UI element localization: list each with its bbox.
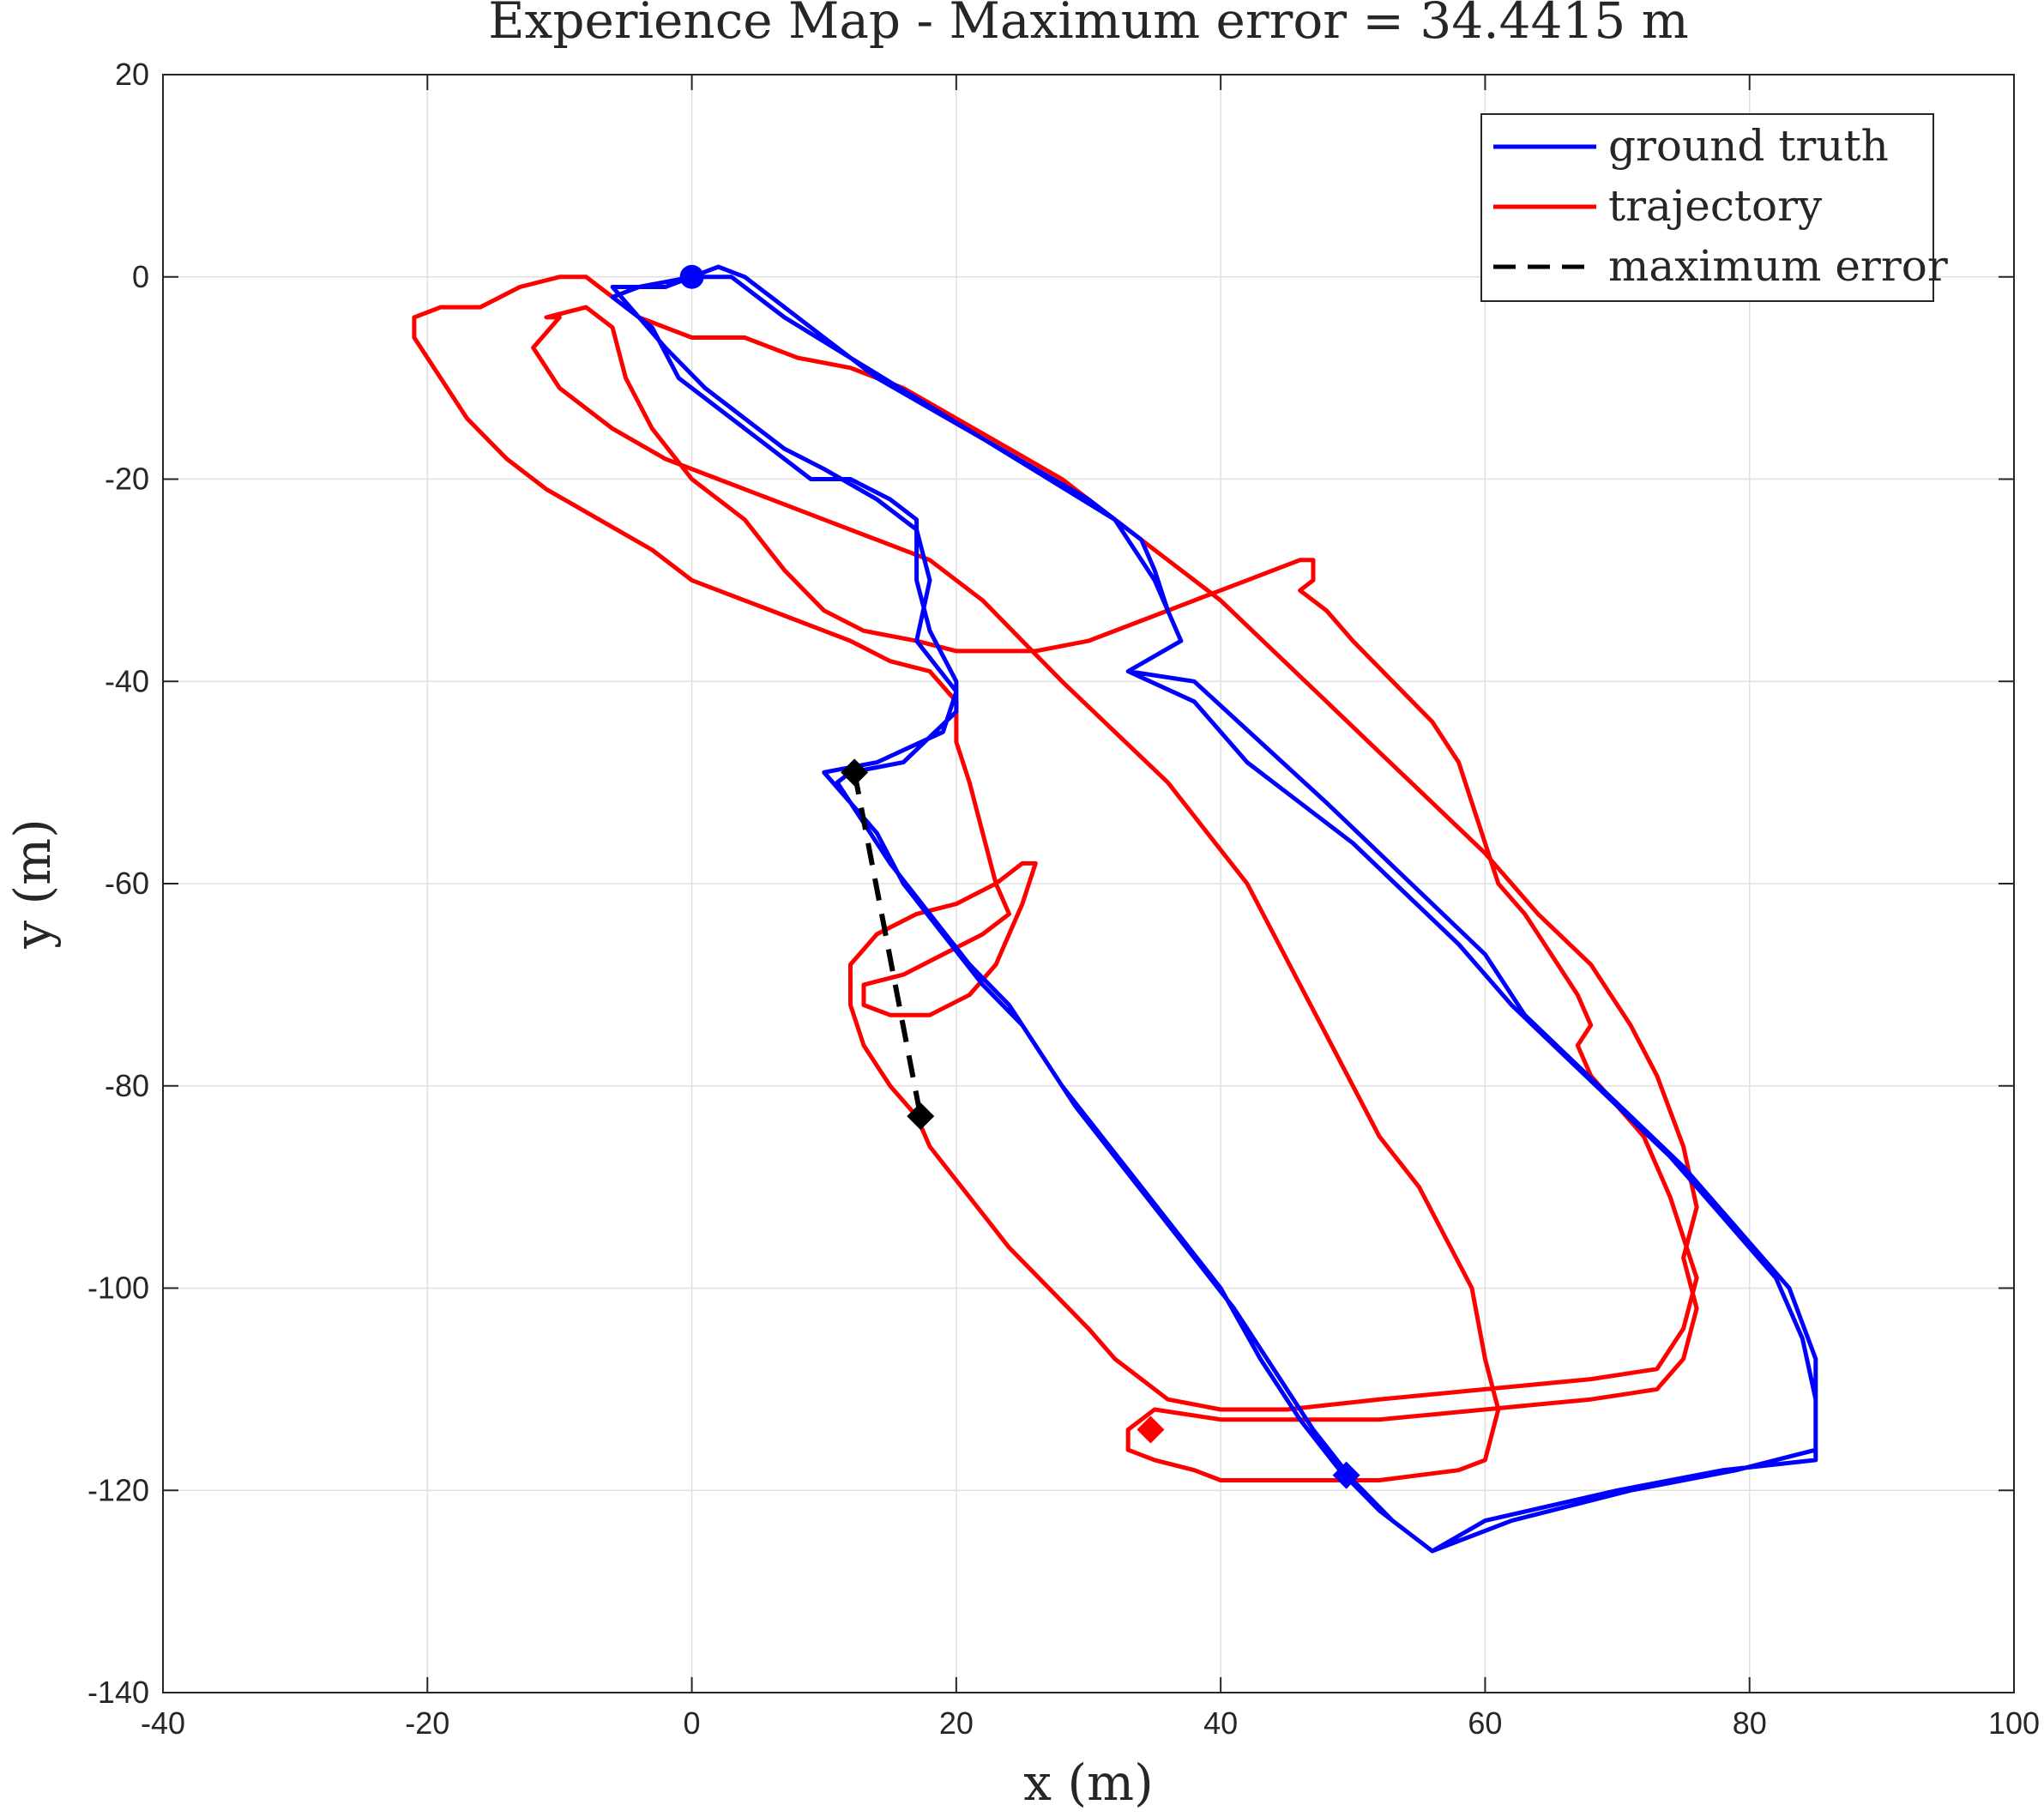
series-line-trajectory	[412, 275, 1699, 1482]
y-tick-label: -20	[105, 462, 149, 497]
y-tick-label: 0	[132, 259, 149, 294]
tick-layer: -40 -20 0 20 40 60 80 100 20 0 -20 -40 -60 -80 -100 -12…	[87, 57, 2040, 1741]
legend-label-maximum-error: maximum error	[1608, 241, 1948, 291]
marker-circle	[679, 264, 704, 289]
marker-diamond	[841, 758, 869, 787]
series-line-maximum-error	[852, 771, 924, 1117]
series-line-ground-truth	[610, 264, 1818, 1554]
y-tick-label: -60	[105, 866, 149, 901]
y-axis-label: y (m)	[3, 818, 62, 949]
x-tick-label: 80	[1733, 1705, 1767, 1741]
y-tick-label: -40	[105, 663, 149, 698]
marker-diamond	[907, 1102, 935, 1131]
x-axis-label: x (m)	[1023, 1754, 1153, 1812]
x-tick-label: 60	[1468, 1705, 1502, 1741]
marker-diamond	[1137, 1416, 1165, 1444]
chart-title: Experience Map - Maximum error = 34.4415…	[488, 0, 1688, 50]
legend-label-trajectory: trajectory	[1608, 181, 1823, 231]
x-tick-label: -20	[405, 1705, 449, 1741]
x-tick-label: 40	[1203, 1705, 1238, 1741]
y-tick-label: -120	[87, 1472, 149, 1507]
y-tick-label: -80	[105, 1068, 149, 1103]
marker-layer	[679, 264, 1360, 1489]
legend-label-ground-truth: ground truth	[1608, 121, 1889, 171]
legend: ground truth trajectory maximum error	[1480, 113, 1948, 302]
marker-diamond	[1332, 1461, 1360, 1489]
x-tick-label: 20	[939, 1705, 974, 1741]
x-tick-label: -40	[141, 1705, 185, 1741]
x-tick-label: 0	[684, 1705, 701, 1741]
y-tick-label: 20	[115, 57, 149, 92]
y-tick-label: -140	[87, 1675, 149, 1710]
x-tick-label: 100	[1988, 1705, 2040, 1741]
series-layer	[412, 264, 1818, 1554]
y-tick-label: -100	[87, 1271, 149, 1306]
